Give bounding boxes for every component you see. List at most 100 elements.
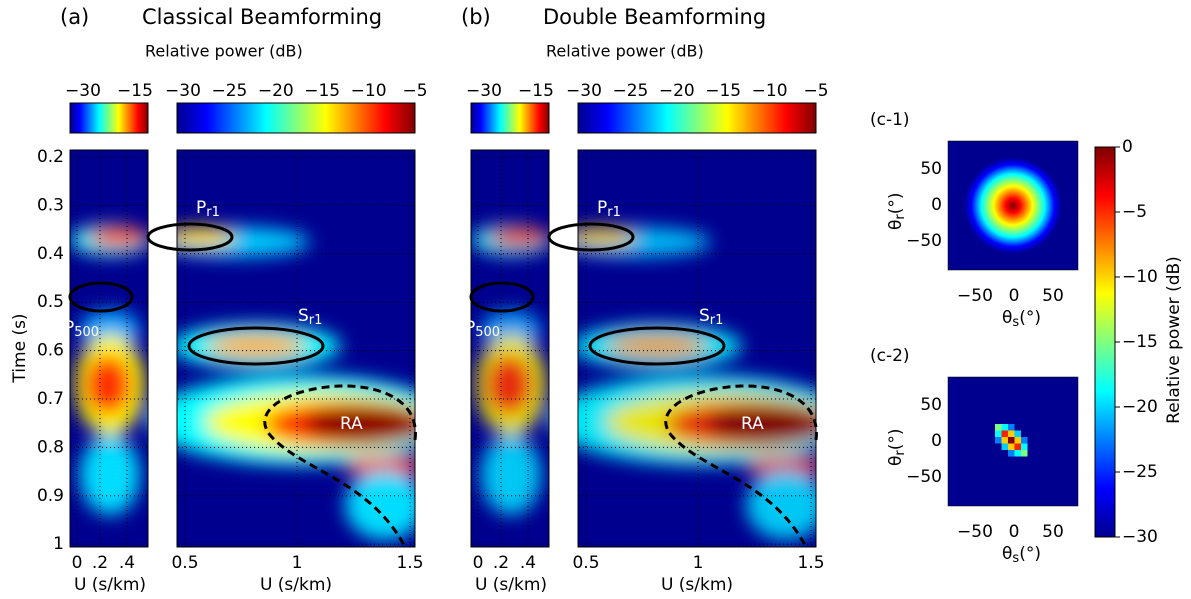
inset-label: (c-1) — [870, 110, 910, 130]
inset-cell — [1008, 424, 1015, 431]
x-tick-label: .2 — [493, 553, 509, 573]
colorbar-tick: −5 — [1122, 202, 1147, 222]
y-tick-label: 0.3 — [37, 195, 64, 215]
text-sub: 500 — [475, 325, 500, 340]
colorbar-tick: −25 — [612, 81, 648, 101]
x-tick-label: .2 — [92, 553, 108, 573]
x-tick-label: 0 — [473, 553, 484, 573]
colorbar-tick: −20 — [1122, 397, 1158, 417]
heatmap — [70, 150, 415, 547]
x-axis-label: θs(°) — [1002, 544, 1041, 566]
colorbar-tick: 0 — [1122, 137, 1133, 157]
heatmap-blob — [206, 334, 306, 358]
panel-title: Double Beamforming — [543, 5, 766, 29]
inset-cell — [1014, 443, 1021, 450]
inset-frame — [947, 140, 1079, 271]
colorbar-tick: −30 — [1122, 527, 1158, 547]
outline — [664, 384, 818, 548]
inset-cell — [1021, 437, 1028, 444]
x-tick-label: 50 — [1042, 522, 1064, 542]
y-tick-label: 0.6 — [37, 341, 64, 361]
heatmap-blob — [746, 470, 816, 540]
y-tick-label: −50 — [906, 231, 942, 251]
x-tick-label: 0.5 — [171, 553, 198, 573]
inset-cell — [1014, 437, 1021, 444]
heatmap-blobs — [471, 225, 816, 540]
text-sub: s — [1012, 315, 1019, 330]
colorbar-tick: −15 — [1122, 332, 1158, 352]
inset-cell — [1014, 450, 1021, 457]
colorbar-tick: −5 — [803, 81, 828, 101]
annotation: Pr1 — [196, 198, 220, 220]
inset-cell — [1008, 430, 1015, 437]
heatmap-blob — [746, 456, 816, 476]
outline — [146, 222, 234, 252]
y-tick-label: 50 — [920, 159, 942, 179]
text-sub: r — [893, 450, 908, 456]
heatmap-blobs — [70, 225, 415, 540]
colorbar-tick: −20 — [659, 81, 695, 101]
x-tick-label: 0 — [1009, 522, 1020, 542]
axes-frame — [577, 149, 817, 548]
y-tick-label: 50 — [920, 395, 942, 415]
colorbar — [577, 102, 817, 134]
y-tick-label: 0 — [931, 431, 942, 451]
text-main: S — [699, 306, 710, 326]
heatmap-blob — [305, 406, 415, 442]
inset-cell — [1014, 430, 1021, 437]
outline — [263, 384, 417, 548]
colorbar-tick: −15 — [705, 81, 741, 101]
inset-frame — [947, 376, 1079, 507]
inset-cell — [1008, 450, 1015, 457]
heatmap-blob — [481, 435, 541, 515]
axes-frame — [176, 149, 416, 548]
panel-label: (a) — [60, 5, 89, 29]
inset-cell — [1008, 437, 1015, 444]
heatmap-blob — [88, 227, 148, 247]
colorbar-tick: −10 — [752, 81, 788, 101]
x-axis-label: U (s/km) — [475, 575, 547, 595]
text-main: RA — [340, 414, 363, 434]
inset-label: (c-2) — [870, 346, 910, 366]
text-main: θ — [886, 456, 906, 466]
heatmap-blob — [607, 334, 707, 358]
outline — [187, 326, 325, 366]
outline — [469, 281, 535, 313]
x-tick-label: .4 — [520, 553, 536, 573]
x-tick-label: .4 — [119, 553, 135, 573]
x-tick-label: 1.5 — [396, 553, 423, 573]
heatmap-blob — [706, 406, 816, 442]
heatmap-blob — [80, 435, 140, 515]
x-axis-label: θs(°) — [1002, 308, 1041, 330]
heatmap — [471, 150, 816, 547]
y-tick-label: 0 — [931, 195, 942, 215]
heatmap-blob — [345, 470, 415, 540]
panel-label: (b) — [461, 5, 491, 29]
inset-cell — [1021, 450, 1028, 457]
y-tick-label: −50 — [906, 467, 942, 487]
inset-cell — [1021, 443, 1028, 450]
inset-cell — [995, 437, 1002, 444]
annotation: Pr1 — [597, 198, 621, 220]
y-tick-label: 0.4 — [37, 244, 64, 264]
annotation: RA — [741, 414, 764, 434]
text-main: θ — [1002, 544, 1012, 564]
annotation: P500 — [64, 318, 99, 340]
heatmap-blob — [165, 227, 235, 247]
text-sub: r — [893, 214, 908, 220]
inset-cell — [995, 430, 1002, 437]
heatmap-blob — [84, 355, 132, 415]
x-tick-label: 0 — [72, 553, 83, 573]
x-tick-label: 1.5 — [797, 553, 824, 573]
outline — [68, 281, 134, 313]
heatmap-blob — [345, 456, 415, 476]
x-tick-label: 1 — [292, 553, 303, 573]
colorbar-title: Relative power (dB) — [546, 42, 704, 61]
x-axis-label: U (s/km) — [260, 575, 332, 595]
colorbar-tick: −30 — [466, 81, 502, 101]
x-axis-label: U (s/km) — [661, 575, 733, 595]
inset-spot — [964, 157, 1062, 254]
colorbar-tick: −10 — [1122, 267, 1158, 287]
text-main: P — [465, 318, 475, 338]
